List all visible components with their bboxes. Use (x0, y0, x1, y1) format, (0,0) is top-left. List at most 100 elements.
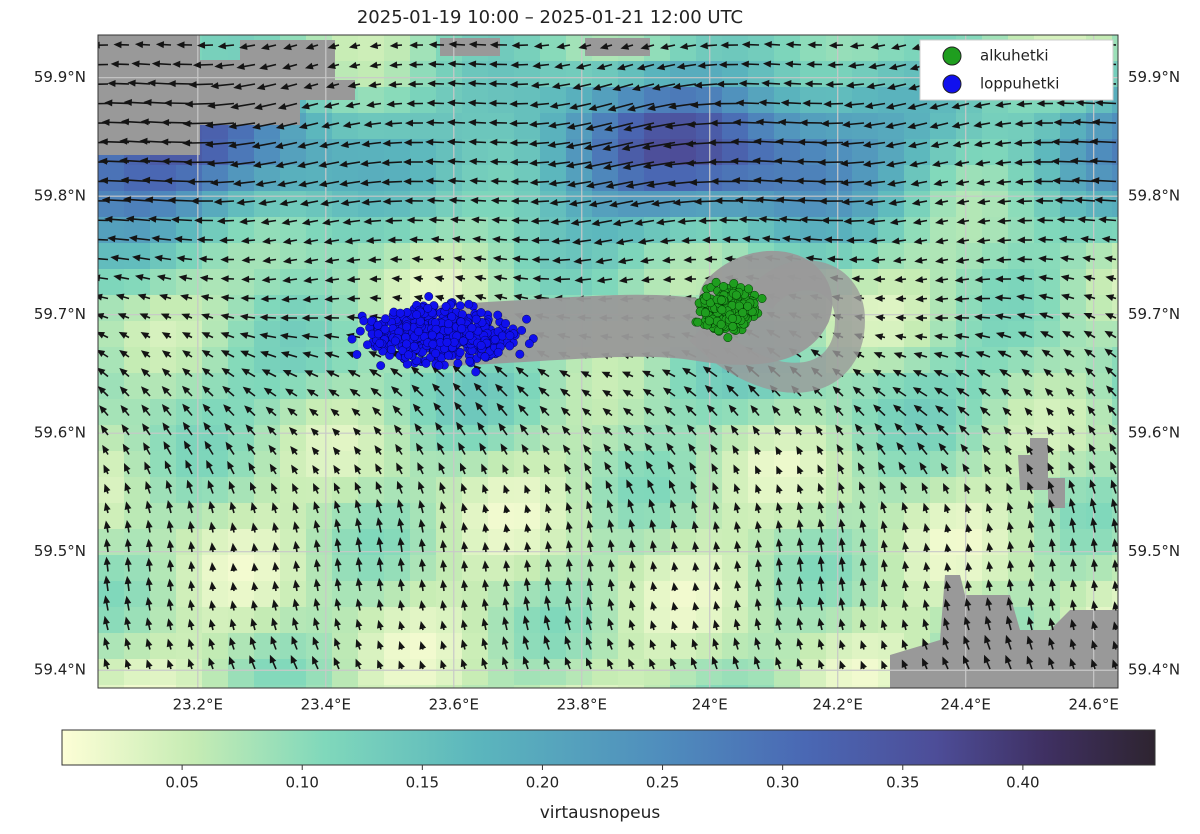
speed-cell (462, 399, 489, 426)
speed-cell (1086, 581, 1113, 608)
speed-cell (436, 191, 463, 218)
speed-cell (800, 113, 827, 140)
speed-cell (644, 87, 671, 114)
speed-cell (540, 581, 567, 608)
speed-cell (670, 191, 697, 218)
end-particle (516, 350, 524, 358)
speed-cell (592, 165, 619, 192)
speed-cell (644, 633, 671, 660)
speed-cell (956, 399, 983, 426)
speed-cell (800, 633, 827, 660)
speed-cell (1112, 321, 1139, 348)
speed-cell (254, 477, 281, 504)
speed-cell (514, 685, 541, 712)
end-particle (404, 351, 412, 359)
speed-cell (358, 503, 385, 530)
speed-cell (670, 269, 697, 296)
end-particle (422, 359, 430, 367)
speed-cell (98, 269, 125, 296)
speed-cell (124, 191, 151, 218)
speed-cell (150, 399, 177, 426)
speed-cell (228, 165, 255, 192)
speed-cell (488, 113, 515, 140)
end-particle (458, 325, 466, 333)
speed-cell (254, 633, 281, 660)
speed-cell (748, 633, 775, 660)
speed-cell (254, 659, 281, 686)
speed-cell (254, 191, 281, 218)
speed-cell (98, 191, 125, 218)
speed-cell (384, 555, 411, 582)
end-particle (465, 357, 473, 365)
speed-cell (332, 243, 359, 270)
speed-cell (930, 347, 957, 374)
speed-cell (98, 165, 125, 192)
speed-cell (150, 295, 177, 322)
speed-cell (1034, 399, 1061, 426)
speed-cell (1008, 165, 1035, 192)
speed-cell (618, 685, 645, 712)
speed-cell (254, 165, 281, 192)
speed-cell (852, 399, 879, 426)
speed-cell (644, 555, 671, 582)
speed-cell (982, 373, 1009, 400)
speed-cell (1060, 191, 1087, 218)
speed-cell (488, 191, 515, 218)
speed-cell (982, 269, 1009, 296)
speed-cell (1034, 373, 1061, 400)
speed-cell (540, 243, 567, 270)
speed-cell (98, 633, 125, 660)
speed-cell (618, 607, 645, 634)
speed-cell (982, 451, 1009, 478)
speed-cell (280, 269, 307, 296)
speed-cell (488, 243, 515, 270)
speed-cell (982, 113, 1009, 140)
speed-cell (956, 243, 983, 270)
speed-cell (384, 581, 411, 608)
speed-cell (826, 659, 853, 686)
speed-cell (878, 477, 905, 504)
speed-cell (540, 503, 567, 530)
speed-cell (774, 165, 801, 192)
speed-cell (644, 607, 671, 634)
speed-cell (124, 685, 151, 712)
speed-cell (774, 191, 801, 218)
speed-cell (1034, 269, 1061, 296)
speed-cell (852, 607, 879, 634)
end-particle (431, 349, 439, 357)
speed-cell (930, 269, 957, 296)
speed-cell (384, 685, 411, 712)
speed-cell (176, 243, 203, 270)
speed-cell (306, 607, 333, 634)
speed-cell (488, 165, 515, 192)
speed-cell (748, 685, 775, 712)
speed-cell (98, 503, 125, 530)
speed-cell (358, 685, 385, 712)
speed-cell (566, 243, 593, 270)
speed-cell (436, 399, 463, 426)
start-particle (724, 333, 732, 341)
speed-cell (722, 113, 749, 140)
speed-cell (540, 165, 567, 192)
speed-cell (410, 399, 437, 426)
speed-cell (98, 659, 125, 686)
speed-cell (956, 165, 983, 192)
speed-cell (410, 477, 437, 504)
speed-cell (748, 555, 775, 582)
speed-cell (228, 373, 255, 400)
start-particle (694, 318, 702, 326)
arrow-shaft (1095, 141, 1116, 142)
speed-cell (332, 373, 359, 400)
speed-cell (800, 659, 827, 686)
speed-cell (852, 165, 879, 192)
end-particle (360, 317, 368, 325)
speed-cell (1034, 113, 1061, 140)
speed-cell (436, 269, 463, 296)
speed-cell (878, 347, 905, 374)
speed-cell (384, 607, 411, 634)
speed-cell (488, 269, 515, 296)
speed-cell (956, 425, 983, 452)
speed-cell (592, 659, 619, 686)
speed-cell (202, 269, 229, 296)
speed-cell (1034, 555, 1061, 582)
